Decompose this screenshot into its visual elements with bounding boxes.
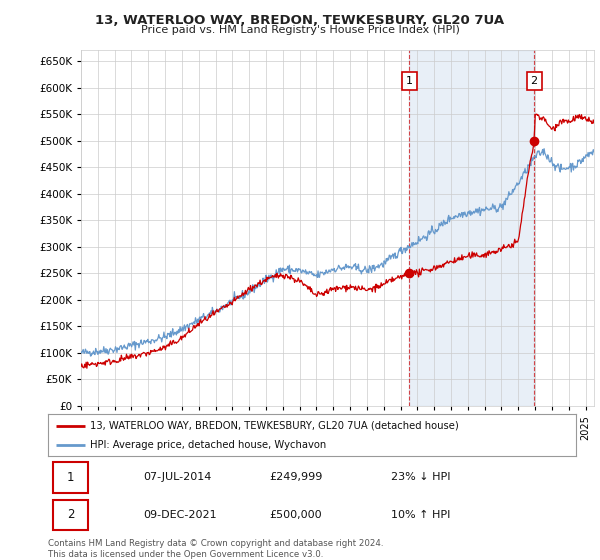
Text: 13, WATERLOO WAY, BREDON, TEWKESBURY, GL20 7UA: 13, WATERLOO WAY, BREDON, TEWKESBURY, GL… [95,14,505,27]
FancyBboxPatch shape [53,500,88,530]
Text: 1: 1 [67,471,74,484]
Text: £500,000: £500,000 [270,510,322,520]
Text: £249,999: £249,999 [270,473,323,482]
Text: 2: 2 [530,76,538,86]
Text: 1: 1 [406,76,413,86]
Text: HPI: Average price, detached house, Wychavon: HPI: Average price, detached house, Wych… [90,440,326,450]
Text: 2: 2 [67,508,74,521]
FancyBboxPatch shape [53,462,88,493]
Text: 07-JUL-2014: 07-JUL-2014 [143,473,211,482]
Text: 23% ↓ HPI: 23% ↓ HPI [391,473,451,482]
Text: Contains HM Land Registry data © Crown copyright and database right 2024.
This d: Contains HM Land Registry data © Crown c… [48,539,383,559]
Bar [409,50,534,406]
Text: 13, WATERLOO WAY, BREDON, TEWKESBURY, GL20 7UA (detached house): 13, WATERLOO WAY, BREDON, TEWKESBURY, GL… [90,421,459,431]
Text: 10% ↑ HPI: 10% ↑ HPI [391,510,451,520]
Text: Price paid vs. HM Land Registry's House Price Index (HPI): Price paid vs. HM Land Registry's House … [140,25,460,35]
Text: 09-DEC-2021: 09-DEC-2021 [143,510,217,520]
